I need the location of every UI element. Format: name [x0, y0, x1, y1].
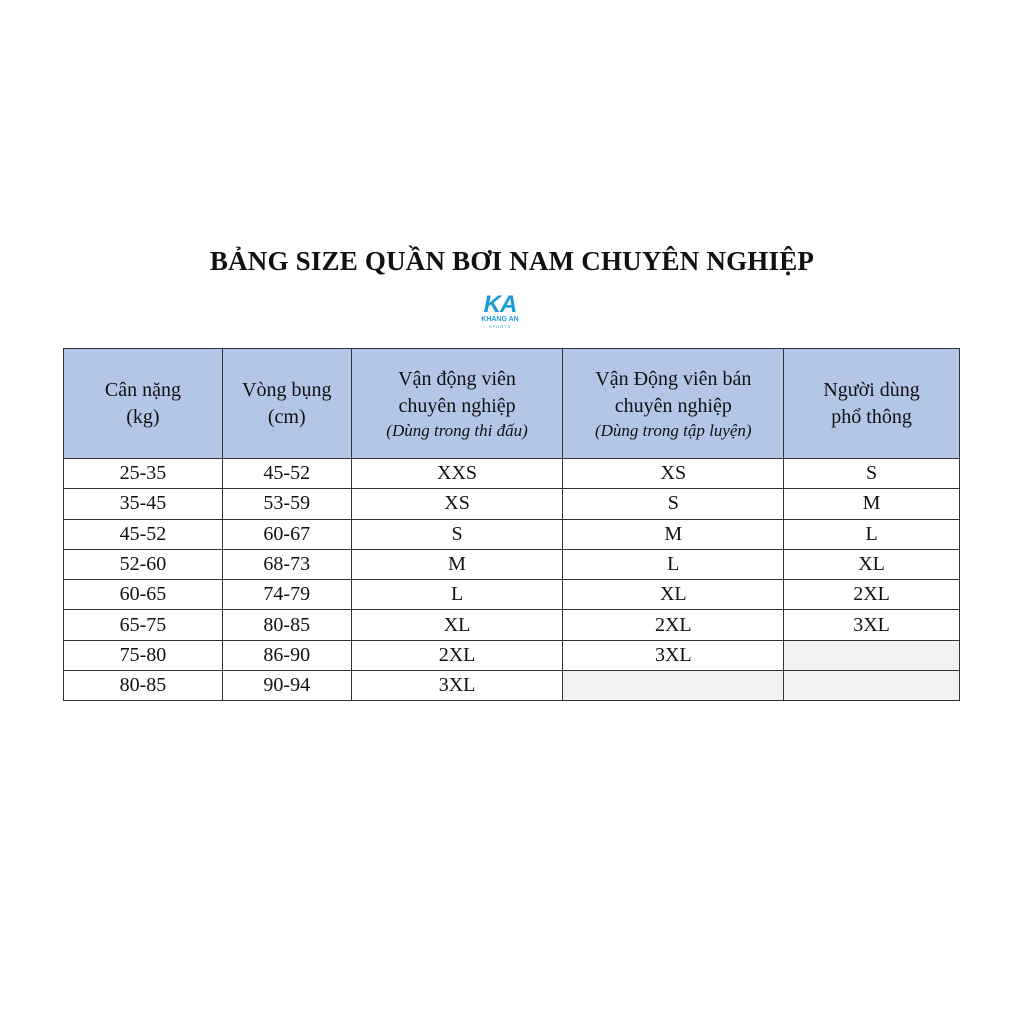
header-sub: (Dùng trong tập luyện): [594, 420, 752, 440]
column-header: Vận động viên chuyên nghiệp (Dùng trong th…: [350, 348, 564, 459]
column-header: Vòng bụng (cm): [221, 348, 352, 459]
table-cell: 80-85: [63, 670, 223, 702]
table-cell: 35-45: [63, 488, 223, 520]
table-cell: [783, 670, 960, 702]
table-cell: XL: [562, 579, 785, 611]
header-line1: Vận Động viên bán: [595, 367, 752, 390]
table-cell: 3XL: [350, 670, 564, 702]
table-cell: 53-59: [221, 488, 352, 520]
table-cell: XS: [562, 457, 785, 490]
table-cell: 65-75: [63, 609, 223, 641]
table-row: 52-60 68-73 M L XL: [63, 548, 960, 581]
size-table: Cân nặng (kg) Vòng bụng (cm) Vận động viên ch…: [63, 348, 960, 702]
table-cell: 3XL: [562, 639, 785, 672]
logo-tagline: SPORTS: [488, 324, 512, 329]
table-row: 60-65 74-79 L XL 2XL: [63, 579, 960, 611]
table-cell: XS: [350, 488, 564, 520]
table-cell: S: [350, 518, 564, 550]
table-cell: XL: [783, 548, 960, 581]
table-cell: L: [783, 518, 960, 550]
header-line1: Cân nặng: [104, 378, 181, 401]
table-cell: 80-85: [221, 609, 352, 641]
table-row: 45-52 60-67 S M L: [63, 518, 960, 550]
column-header: Vận Động viên bán chuyên nghiệp (Dùng tron…: [562, 348, 785, 459]
table-cell: 74-79: [221, 579, 352, 611]
header-line1: Vòng bụng: [242, 378, 332, 401]
table-cell: 3XL: [783, 609, 960, 641]
header-line2: chuyên nghiệp: [398, 394, 516, 417]
table-cell: [562, 670, 785, 702]
table-row: 75-80 86-90 2XL 3XL: [63, 639, 960, 672]
table-cell: 90-94: [221, 670, 352, 702]
table-cell: 75-80: [63, 639, 223, 672]
table-cell: M: [562, 518, 785, 550]
table-cell: 60-67: [221, 518, 352, 550]
table-cell: 68-73: [221, 548, 352, 581]
header-line2: phổ thông: [831, 405, 912, 428]
table-cell: 2XL: [783, 579, 960, 611]
table-row: 25-35 45-52 XXS XS S: [63, 457, 960, 490]
table-cell: M: [350, 548, 564, 581]
table-row: 65-75 80-85 XL 2XL 3XL: [63, 609, 960, 641]
table-cell: 52-60: [63, 548, 223, 581]
header-line2: (kg): [126, 405, 160, 428]
brand-logo: KA KHANG AN SPORTS: [472, 291, 528, 334]
column-header: Người dùng phổ thông: [783, 348, 960, 459]
logo-mark: KA: [483, 291, 518, 318]
table-cell: S: [783, 457, 960, 490]
header-line1: Vận động viên: [398, 367, 516, 390]
column-header: Cân nặng (kg): [63, 348, 223, 459]
header-line2: (cm): [267, 405, 306, 428]
table-cell: M: [783, 488, 960, 520]
page-title: BẢNG SIZE QUẦN BƠI NAM CHUYÊN NGHIỆP: [209, 246, 815, 276]
table-cell: L: [350, 579, 564, 611]
table-cell: 2XL: [562, 609, 785, 641]
table-row: 80-85 90-94 3XL: [63, 670, 960, 702]
header-line1: Người dùng: [823, 378, 920, 401]
header-line2: chuyên nghiệp: [614, 394, 732, 417]
table-cell: [783, 639, 960, 672]
table-cell: S: [562, 488, 785, 520]
table-cell: 45-52: [63, 518, 223, 550]
logo-name: KHANG AN: [481, 316, 519, 323]
table-cell: 45-52: [221, 457, 352, 490]
table-cell: 86-90: [221, 639, 352, 672]
header-sub: (Dùng trong thi đấu): [386, 420, 528, 440]
table-cell: 60-65: [63, 579, 223, 611]
table-cell: L: [562, 548, 785, 581]
table-cell: 25-35: [63, 457, 223, 490]
table-row: 35-45 53-59 XS S M: [63, 488, 960, 520]
table-cell: XL: [350, 609, 564, 641]
table-cell: 2XL: [350, 639, 564, 672]
table-cell: XXS: [350, 457, 564, 490]
